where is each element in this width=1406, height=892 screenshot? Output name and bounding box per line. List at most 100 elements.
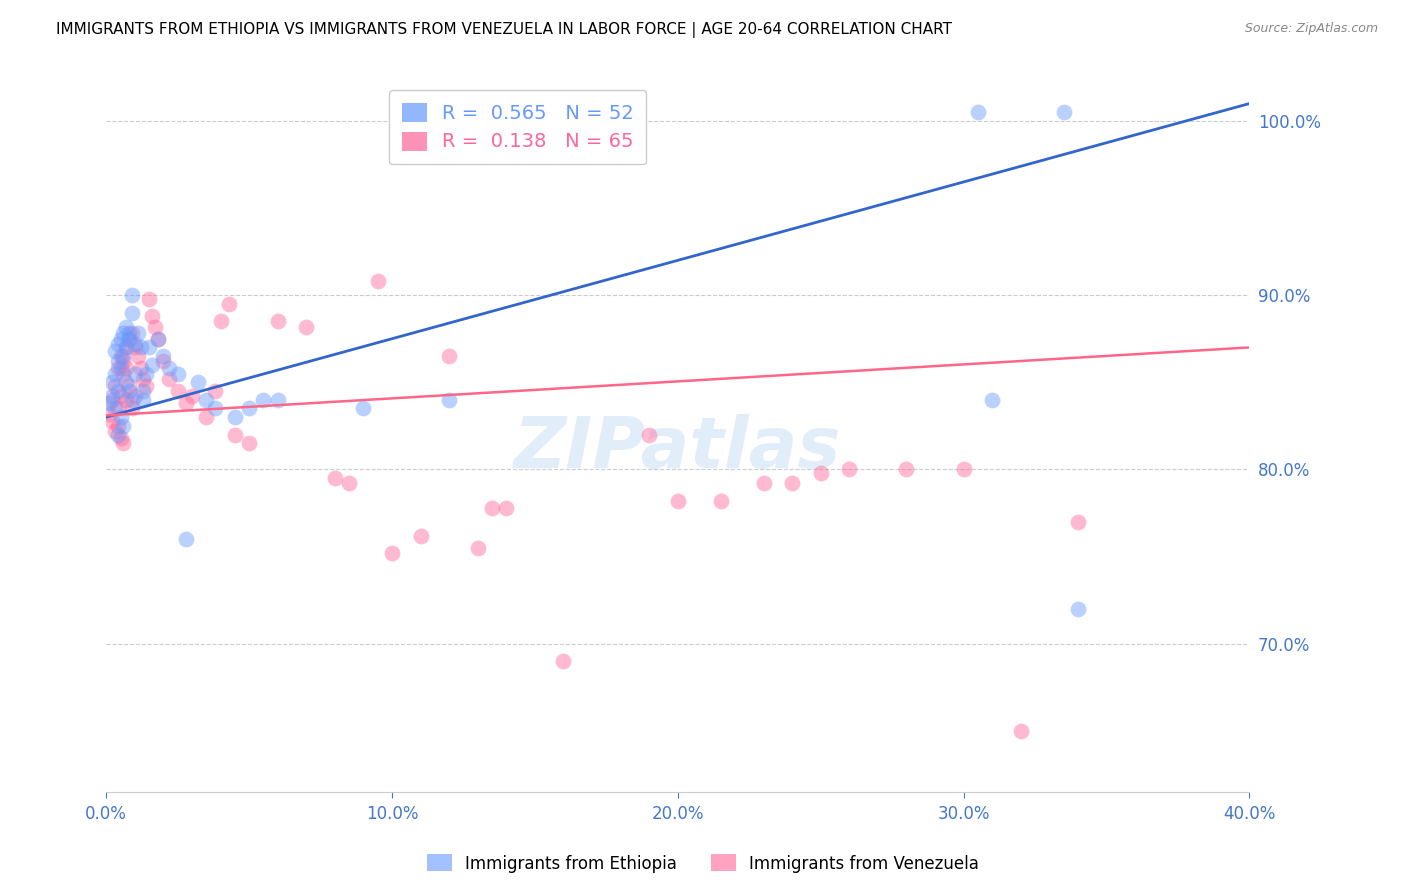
Point [104, 343, 127, 358]
Point [152, 349, 174, 363]
Point [107, 337, 129, 351]
Point [124, 337, 146, 351]
Point [118, 332, 141, 346]
Point [115, 340, 138, 354]
Point [224, 427, 246, 442]
Point [101, 376, 124, 390]
Point [838, 462, 860, 476]
Point [115, 376, 138, 390]
Point [437, 349, 460, 363]
Point [101, 389, 124, 403]
Point [110, 410, 132, 425]
Point [981, 392, 1004, 407]
Point [238, 401, 260, 416]
Point [127, 349, 149, 363]
Point [115, 361, 138, 376]
Point [118, 378, 141, 392]
Point [107, 427, 129, 442]
Point [146, 332, 169, 346]
Point [135, 367, 157, 381]
Point [110, 389, 132, 403]
Point [967, 105, 990, 120]
Point [780, 476, 803, 491]
Point [267, 392, 290, 407]
Point [124, 340, 146, 354]
Point [107, 361, 129, 376]
Point [1010, 723, 1032, 738]
Point [121, 288, 143, 302]
Point [107, 354, 129, 368]
Point [121, 392, 143, 407]
Point [112, 418, 135, 433]
Point [112, 367, 135, 381]
Point [112, 326, 135, 341]
Point [118, 384, 141, 398]
Point [666, 493, 689, 508]
Point [166, 384, 188, 398]
Point [110, 332, 132, 346]
Point [204, 384, 226, 398]
Point [157, 361, 180, 376]
Point [101, 392, 124, 407]
Point [467, 541, 489, 555]
Point [409, 528, 432, 542]
Point [896, 462, 918, 476]
Point [104, 401, 127, 416]
Point [141, 358, 163, 372]
Legend: R =  0.565   N = 52, R =  0.138   N = 65: R = 0.565 N = 52, R = 0.138 N = 65 [389, 90, 647, 164]
Point [135, 378, 157, 392]
Point [710, 493, 733, 508]
Point [112, 436, 135, 450]
Point [224, 410, 246, 425]
Point [121, 326, 143, 341]
Point [107, 418, 129, 433]
Point [141, 309, 163, 323]
Point [118, 326, 141, 341]
Point [267, 314, 290, 328]
Point [98, 396, 121, 410]
Point [115, 392, 138, 407]
Point [295, 319, 318, 334]
Point [112, 354, 135, 368]
Text: ZIPatlas: ZIPatlas [515, 414, 841, 483]
Point [127, 326, 149, 341]
Point [121, 305, 143, 319]
Point [110, 349, 132, 363]
Point [195, 392, 218, 407]
Point [1052, 105, 1074, 120]
Point [752, 476, 775, 491]
Point [367, 274, 389, 288]
Point [110, 361, 132, 376]
Point [132, 384, 155, 398]
Point [104, 367, 127, 381]
Point [181, 389, 204, 403]
Point [174, 396, 197, 410]
Point [952, 462, 974, 476]
Point [138, 292, 160, 306]
Point [118, 332, 141, 346]
Point [495, 500, 517, 515]
Point [481, 500, 503, 515]
Point [352, 401, 374, 416]
Point [437, 392, 460, 407]
Point [174, 532, 197, 546]
Point [238, 436, 260, 450]
Point [112, 349, 135, 363]
Point [104, 378, 127, 392]
Point [124, 367, 146, 381]
Point [146, 332, 169, 346]
Point [638, 427, 661, 442]
Point [166, 367, 188, 381]
Point [115, 340, 138, 354]
Point [157, 372, 180, 386]
Point [553, 654, 575, 668]
Point [187, 376, 209, 390]
Point [107, 401, 129, 416]
Point [104, 424, 127, 438]
Point [1067, 601, 1090, 615]
Point [121, 401, 143, 416]
Point [124, 389, 146, 403]
Point [381, 546, 404, 560]
Point [129, 361, 152, 376]
Point [138, 340, 160, 354]
